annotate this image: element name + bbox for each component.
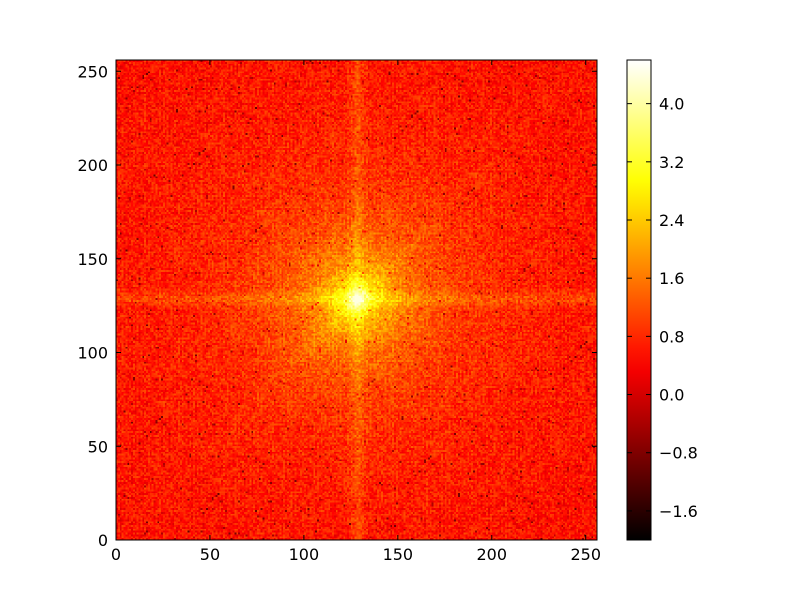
y-tick-label: 150: [77, 250, 108, 269]
x-tick-label: 200: [477, 545, 508, 564]
heatmap-image: [116, 60, 597, 540]
heatmap-plot: [115, 59, 598, 541]
y-tick-label: 50: [88, 437, 108, 456]
colorbar-tick-label: 4.0: [659, 95, 684, 114]
colorbar-tick-label: 3.2: [659, 153, 684, 172]
y-tick-label: 0: [98, 531, 108, 550]
x-tick-label: 250: [570, 545, 601, 564]
colorbar-tick-label: 2.4: [659, 211, 684, 230]
colorbar-tick-label: −1.6: [659, 502, 698, 521]
x-tick-label: 50: [200, 545, 220, 564]
colorbar: −1.6 −0.8 0.0 0.8 1.6 2.4 3.2 4.0: [626, 59, 698, 541]
colorbar-tick-label: 0.8: [659, 327, 684, 346]
x-tick-label: 100: [289, 545, 320, 564]
colorbar-ticks: −1.6 −0.8 0.0 0.8 1.6 2.4 3.2 4.0: [627, 95, 698, 521]
colorbar-tick-label: 0.0: [659, 386, 684, 405]
heatmap-image-container: [116, 60, 597, 540]
x-tick-label: 0: [111, 545, 121, 564]
y-axis: 0 50 100 150 200 250: [77, 62, 597, 550]
x-axis: 0 50 100 150 200 250: [111, 60, 601, 564]
x-tick-label: 150: [383, 545, 414, 564]
colorbar-gradient: [627, 60, 651, 540]
y-tick-label: 200: [77, 156, 108, 175]
y-tick-label: 100: [77, 344, 108, 363]
plot-frame: [115, 59, 598, 541]
colorbar-tick-label: −0.8: [659, 444, 698, 463]
colorbar-tick-label: 1.6: [659, 269, 684, 288]
colorbar-frame: [626, 59, 652, 541]
y-tick-label: 250: [77, 62, 108, 81]
